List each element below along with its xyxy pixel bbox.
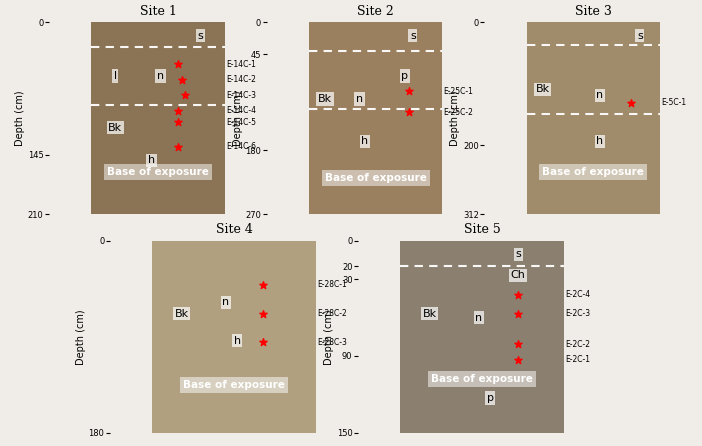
Text: h: h: [596, 136, 604, 146]
Text: n: n: [356, 94, 363, 104]
Text: p: p: [486, 393, 494, 403]
Text: h: h: [147, 155, 155, 165]
Text: Site 5: Site 5: [464, 223, 501, 236]
Y-axis label: Depth (cm): Depth (cm): [450, 91, 461, 146]
Point: [512, 356, 524, 363]
Text: s: s: [637, 31, 643, 41]
Text: E-14C-4: E-14C-4: [226, 106, 256, 115]
Text: E-25C-2: E-25C-2: [444, 108, 473, 117]
Text: E-2C-4: E-2C-4: [566, 290, 591, 299]
Text: E-14C-5: E-14C-5: [226, 118, 256, 127]
Text: n: n: [596, 90, 604, 100]
Point: [258, 281, 269, 289]
Text: E-25C-1: E-25C-1: [444, 87, 473, 96]
Text: E-5C-1: E-5C-1: [661, 99, 687, 107]
Point: [512, 291, 524, 298]
Text: Bk: Bk: [536, 84, 550, 95]
Text: p: p: [402, 71, 409, 81]
Text: n: n: [475, 313, 482, 322]
Text: n: n: [157, 71, 164, 81]
Text: h: h: [234, 335, 241, 346]
Text: E-2C-1: E-2C-1: [566, 355, 590, 364]
Point: [172, 119, 183, 126]
Text: Bk: Bk: [423, 309, 437, 319]
Text: Site 3: Site 3: [575, 5, 611, 18]
Text: s: s: [198, 31, 204, 41]
Text: E-28C-2: E-28C-2: [317, 309, 347, 318]
Point: [512, 310, 524, 317]
Text: E-28C-1: E-28C-1: [317, 281, 347, 289]
Point: [512, 341, 524, 348]
Point: [176, 76, 187, 83]
Text: E-14C-3: E-14C-3: [226, 91, 256, 99]
Y-axis label: Depth (cm): Depth (cm): [76, 309, 86, 364]
Y-axis label: Depth (cm): Depth (cm): [324, 309, 334, 364]
Text: E-14C-1: E-14C-1: [226, 60, 256, 69]
Text: Bk: Bk: [318, 94, 332, 104]
Text: E-2C-3: E-2C-3: [566, 309, 591, 318]
Point: [258, 310, 269, 317]
Text: E-14C-2: E-14C-2: [226, 75, 256, 84]
Text: Site 4: Site 4: [216, 223, 253, 236]
Point: [403, 88, 414, 95]
Y-axis label: Depth (cm): Depth (cm): [15, 91, 25, 146]
Point: [625, 99, 636, 107]
Text: E-14C-6: E-14C-6: [226, 142, 256, 152]
Point: [258, 339, 269, 346]
Y-axis label: Depth (cm): Depth (cm): [232, 91, 243, 146]
Point: [172, 61, 183, 68]
Text: Base of exposure: Base of exposure: [542, 167, 644, 177]
Text: n: n: [223, 297, 230, 307]
Text: Bk: Bk: [108, 123, 122, 133]
Text: Site 2: Site 2: [357, 5, 394, 18]
Text: Base of exposure: Base of exposure: [107, 167, 209, 177]
Text: s: s: [515, 249, 521, 259]
Point: [403, 109, 414, 116]
Point: [179, 91, 190, 99]
Text: E-2C-2: E-2C-2: [566, 340, 590, 349]
Text: l: l: [114, 71, 117, 81]
Text: s: s: [410, 31, 416, 41]
Text: Base of exposure: Base of exposure: [183, 380, 285, 390]
Text: Bk: Bk: [174, 309, 189, 319]
Text: h: h: [362, 136, 369, 146]
Text: Base of exposure: Base of exposure: [324, 173, 427, 183]
Text: Site 1: Site 1: [140, 5, 176, 18]
Point: [172, 107, 183, 114]
Text: Ch: Ch: [511, 270, 526, 281]
Text: Base of exposure: Base of exposure: [431, 374, 533, 384]
Text: E-28C-3: E-28C-3: [317, 338, 347, 347]
Point: [172, 144, 183, 151]
